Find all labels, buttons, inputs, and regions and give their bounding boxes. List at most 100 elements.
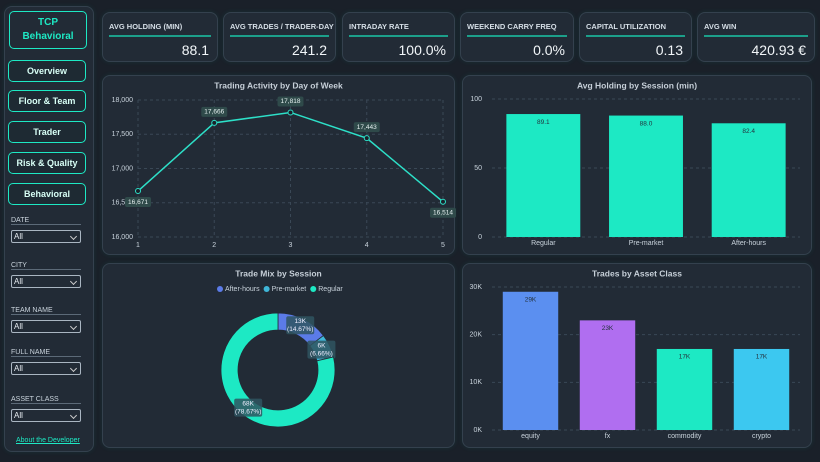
developer-link[interactable]: About the Developer (16, 437, 80, 444)
kpi-card: CAPITAL UTILIZATION 0.13 (579, 12, 692, 62)
nav-button[interactable]: Behavioral (8, 183, 86, 205)
bar (609, 115, 683, 237)
chart-title: Trade Mix by Session (235, 268, 321, 278)
kpi-label: AVG TRADES / TRADER-DAY (230, 22, 334, 31)
filter-select[interactable]: All (11, 275, 81, 288)
y-tick-label: 10K (470, 379, 483, 386)
point (211, 119, 218, 126)
kpi-value: 0.13 (655, 42, 683, 58)
chart-panel (102, 75, 455, 255)
kpi-underline (704, 35, 808, 37)
data-label: 88.0 (640, 120, 653, 127)
kpi-label: WEEKEND CARRY FREQ (467, 22, 557, 31)
kpi-card: INTRADAY RATE 100.0% (342, 12, 455, 62)
data-label: 6K (6.66%) (310, 342, 333, 357)
y-tick-label: 20K (470, 332, 483, 339)
kpi-card: WEEKEND CARRY FREQ 0.0% (460, 12, 574, 62)
kpi-value: 241.2 (291, 42, 327, 58)
data-label: 23K (602, 325, 614, 332)
app-title: TCP Behavioral (9, 11, 87, 49)
legend-swatch (217, 286, 223, 292)
bar (502, 291, 559, 430)
filter-label: CITY (11, 262, 81, 270)
y-tick-label: 100 (470, 96, 482, 103)
data-label: 17K (679, 354, 691, 361)
bar (733, 348, 790, 430)
y-tick-label: 17,000 (112, 165, 134, 172)
x-tick-label: equity (521, 433, 540, 440)
data-label: 17,818 (281, 98, 301, 105)
x-tick-label: 1 (136, 242, 140, 249)
x-tick-label: commodity (668, 433, 702, 440)
filter-label: TEAM NAME (11, 307, 81, 315)
bar (656, 348, 713, 430)
filter-label: ASSET CLASS (11, 396, 81, 404)
legend-swatch (263, 286, 270, 292)
label-box (430, 207, 456, 218)
kpi-underline (349, 35, 448, 37)
kpi-card: AVG WIN 420.93 € (697, 12, 815, 62)
nav-button[interactable]: Trader (8, 121, 86, 143)
x-tick-label: 4 (365, 242, 369, 249)
point (440, 198, 446, 205)
y-tick-label: 0 (478, 234, 482, 241)
y-tick-label: 18,000 (112, 97, 134, 104)
data-label: 17,443 (357, 124, 377, 131)
x-tick-label: fx (605, 433, 611, 440)
kpi-value: 420.93 € (751, 42, 807, 58)
filter-label: FULL NAME (11, 349, 81, 357)
x-tick-label: Regular (531, 240, 556, 247)
data-label: 17K (756, 354, 768, 361)
data-label: 82.4 (742, 128, 755, 135)
chart-title: Trades by Asset Class (592, 268, 682, 278)
y-tick-label: 30K (470, 284, 483, 291)
label-box (125, 197, 151, 208)
kpi-underline (109, 35, 211, 37)
bar (711, 123, 786, 237)
label-box (307, 340, 336, 359)
filter-select[interactable]: All (11, 320, 81, 333)
data-label: 68K (78.67%) (235, 400, 261, 415)
label-box (201, 106, 228, 117)
chart: Trades by Asset Class 0K 10K 20K 30K 29K equit… (470, 268, 800, 440)
kpi-label: AVG WIN (704, 22, 737, 31)
chart: Avg Holding by Session (min) 0 50 100 89.1 Re… (470, 80, 800, 247)
kpi-value: 100.0% (398, 42, 446, 58)
x-tick-label: Pre-market (629, 240, 664, 247)
legend-label: Regular (318, 286, 343, 293)
bar (579, 320, 636, 430)
label-box (277, 96, 304, 107)
nav-button[interactable]: Risk & Quality (8, 152, 86, 174)
y-tick-label: 16,000 (112, 234, 134, 241)
legend-label: Pre-market (272, 286, 307, 293)
kpi-underline (467, 35, 567, 37)
kpi-value: 0.0% (533, 42, 565, 58)
kpi-card: AVG TRADES / TRADER-DAY 241.2 (223, 12, 336, 62)
filter-select[interactable]: All (11, 230, 81, 243)
nav-button[interactable]: Overview (8, 60, 86, 82)
chart-title: Avg Holding by Session (min) (577, 80, 697, 90)
y-tick-label: 16,500 (112, 200, 134, 207)
y-tick-label: 17,500 (112, 131, 134, 138)
bar (506, 114, 581, 237)
data-label: 16,671 (128, 199, 148, 206)
data-label: 17,666 (204, 109, 224, 116)
chart: Trade Mix by Session After-hours Pre-marke… (217, 268, 343, 428)
legend-swatch (310, 286, 317, 292)
label-box (234, 398, 263, 417)
kpi-underline (586, 35, 685, 37)
filter-select[interactable]: All (11, 362, 81, 375)
nav-button[interactable]: Floor & Team (8, 90, 86, 112)
x-tick-label: 3 (289, 242, 293, 249)
point (363, 135, 370, 142)
x-tick-label: 5 (441, 242, 445, 249)
data-label: 89.1 (537, 119, 550, 126)
filter-select[interactable]: All (11, 409, 81, 422)
legend-label: After-hours (225, 286, 260, 293)
kpi-value: 88.1 (181, 42, 209, 58)
kpi-label: AVG HOLDING (MIN) (109, 22, 183, 31)
filter-label: DATE (11, 217, 81, 225)
chart-title: Trading Activity by Day of Week (214, 80, 343, 90)
x-tick-label: After-hours (731, 240, 766, 247)
